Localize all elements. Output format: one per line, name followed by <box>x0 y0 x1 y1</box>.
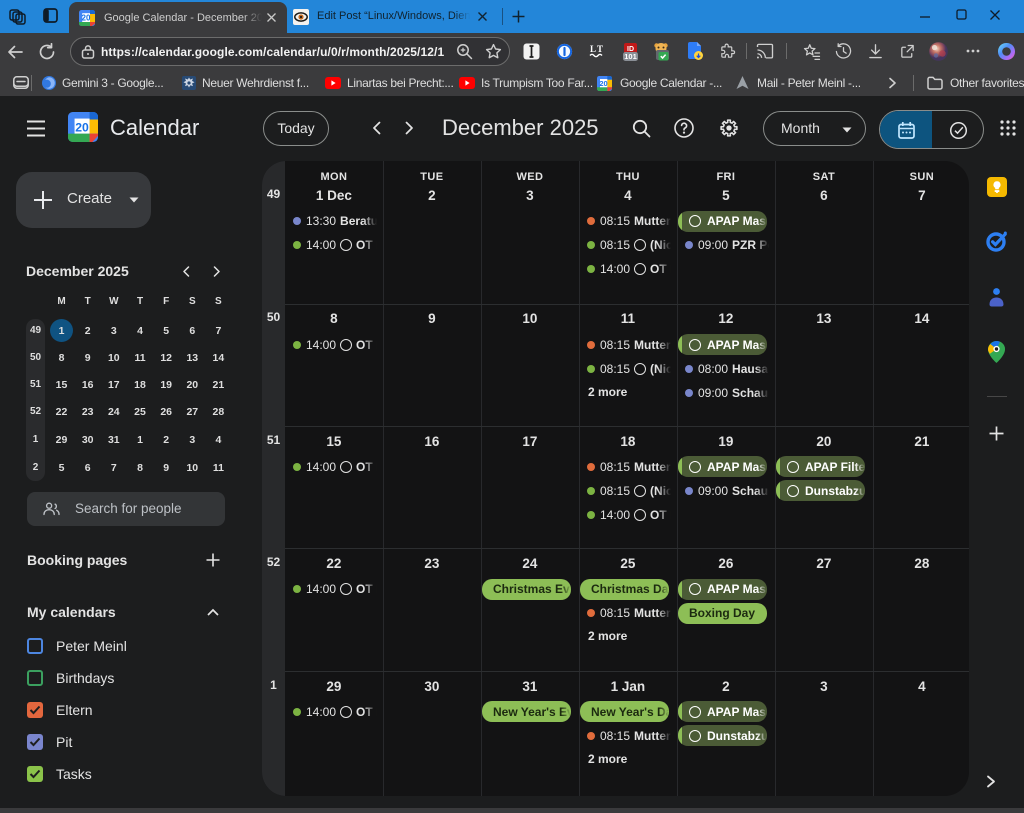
svg-text:T: T <box>597 44 603 54</box>
svg-text:101: 101 <box>624 52 637 61</box>
svg-text:20: 20 <box>82 13 91 22</box>
svg-text:ID: ID <box>627 46 634 53</box>
svg-text:L: L <box>590 44 596 54</box>
svg-text:20: 20 <box>75 121 89 135</box>
svg-text:20: 20 <box>599 79 607 88</box>
